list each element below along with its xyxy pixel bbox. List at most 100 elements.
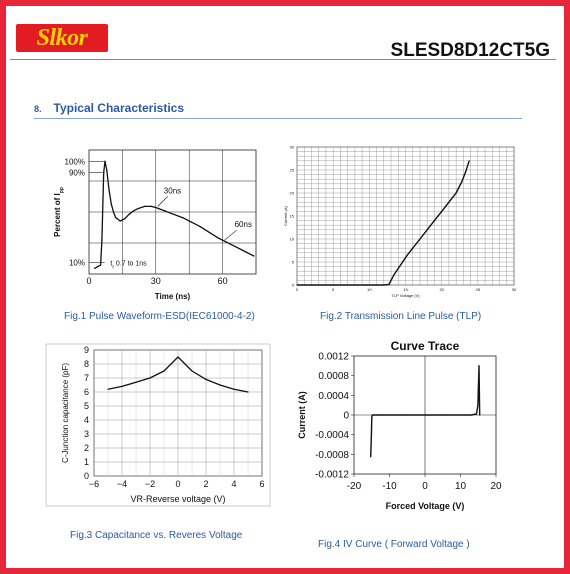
fig4-series-line-point	[475, 413, 478, 415]
fig3-caption: Fig.3 Capacitance vs. Reveres Voltage	[70, 530, 243, 541]
fig3-frame	[45, 343, 271, 507]
fig2-series-line-point	[441, 210, 443, 212]
fig1-series-line-point	[222, 239, 224, 241]
fig1-series-line-point	[150, 205, 152, 207]
fig3-x-tick-label: 2	[203, 479, 208, 489]
fig1-x-tick-label: 60	[218, 276, 228, 286]
fig1-series-line-point	[119, 220, 121, 222]
section-heading: 8. Typical Characteristics	[34, 101, 184, 115]
fig1-annotation-arrow	[224, 229, 237, 241]
fig3-x-tick-label: −6	[89, 479, 99, 489]
fig1-annotation-60ns: 60ns	[235, 220, 252, 229]
fig3-series-line-point	[205, 378, 207, 380]
fig1-y-tick-label: 10%	[69, 259, 85, 268]
fig2-x-tick-label: 25	[476, 287, 481, 292]
fig3-series-line-point	[191, 370, 193, 372]
fig1-series-line-point	[101, 239, 103, 241]
fig1-series-line-point	[155, 206, 157, 209]
fig4-title: Curve Trace	[391, 339, 460, 353]
fig2-series-line-point	[406, 254, 408, 257]
fig3-y-tick-label: 2	[84, 443, 89, 453]
fig4-series-line-point	[477, 404, 479, 406]
fig1-series-line-point	[173, 213, 175, 215]
fig2-series-line-point	[393, 274, 395, 276]
fig1-series-line-point	[190, 221, 193, 223]
fig1-series-line-point	[106, 169, 108, 171]
fig1-series-line-point	[93, 267, 96, 269]
fig1-series-line-point	[104, 160, 106, 162]
fig1-annotation-rise-time: tr 0.7 to 1ns	[110, 261, 147, 271]
fig1-x-tick-label: 0	[86, 276, 91, 286]
fig4-series-line-point	[371, 416, 373, 419]
section-underline	[34, 118, 522, 119]
fig3-x-axis-label: VR-Reverse voltage (V)	[130, 494, 225, 504]
header-divider	[10, 59, 556, 60]
fig2-y-tick-label: 15	[290, 214, 295, 219]
fig1-series-line-point	[228, 242, 230, 245]
fig2-series-line-point	[390, 279, 392, 281]
fig4-series-line-point	[370, 434, 372, 436]
fig3-series-line-point	[247, 391, 249, 393]
fig3-y-axis-label: C-Junction capacitance (pF)	[61, 363, 70, 463]
logo-text: Slkor	[36, 25, 88, 51]
fig2-x-tick-label: 15	[403, 287, 408, 292]
fig1-series-line-point	[124, 218, 126, 220]
fig1-x-tick-label: 30	[151, 276, 161, 286]
fig1-series-line-point	[181, 217, 184, 219]
fig3-x-tick-label: −4	[117, 479, 127, 489]
fig3-y-tick-label: 5	[84, 401, 89, 411]
fig4-series-line-point	[378, 414, 380, 416]
fig4-x-tick-label: 20	[490, 481, 502, 492]
fig2-series-line-point	[412, 247, 414, 249]
fig2-y-tick-label: 5	[292, 260, 295, 265]
fig1-series-line-point	[208, 231, 210, 233]
fig2-series-line-point	[455, 192, 457, 194]
fig4-x-axis-label: Forced Voltage (V)	[386, 501, 465, 511]
fig4-series-line-point	[479, 414, 481, 416]
fig4-y-tick-label: 0	[343, 411, 349, 422]
fig4-series-line-point	[470, 414, 472, 416]
fig1-series-line-point	[128, 213, 130, 215]
fig2-y-tick-label: 25	[290, 168, 295, 173]
fig2-series-line-point	[464, 171, 467, 173]
fig4-y-tick-label: 0.0008	[318, 371, 349, 382]
fig1-series-line-point	[244, 250, 246, 253]
fig3-y-tick-label: 8	[84, 359, 89, 369]
fig1-series-line-point	[115, 217, 117, 219]
fig3-x-tick-label: 0	[175, 479, 180, 489]
fig1-series-line-point	[235, 246, 237, 248]
fig2-series-line-point	[448, 201, 450, 203]
fig2-series-line-point	[419, 238, 421, 240]
fig1-annotation-rise-time-rest: 0.7 to 1ns	[114, 261, 147, 268]
fig2-x-tick-label: 0	[296, 287, 299, 292]
fig1-series-line-point	[144, 205, 146, 207]
fig3-series-line-point	[233, 388, 235, 390]
fig4-y-tick-label: 0.0004	[318, 391, 349, 402]
section-title: Typical Characteristics	[53, 101, 185, 115]
fig1-y-axis-label-sub: pp	[59, 187, 65, 193]
fig4-y-axis-label: Current (A)	[297, 391, 307, 439]
fig1-series-line-point	[199, 226, 201, 228]
fig2-caption: Fig.2 Transmission Line Pulse (TLP)	[320, 311, 482, 322]
fig2-series-line-point	[383, 284, 385, 286]
fig3-x-tick-label: 6	[259, 479, 264, 489]
fig1-series-line-point	[132, 210, 135, 212]
fig1-annotation-30ns: 30ns	[164, 186, 181, 195]
fig4-y-tick-label: -0.0012	[315, 470, 349, 481]
part-number: SLESD8D12CT5G	[390, 40, 550, 61]
fig3-series-line-point	[121, 385, 123, 387]
fig2-series-line-point	[433, 220, 436, 222]
fig4-series-line-point	[370, 456, 372, 458]
fig2-series-line	[297, 160, 470, 286]
fig2-series-line-point	[468, 160, 470, 162]
fig3-y-tick-label: 6	[84, 387, 89, 397]
fig2-series-line-point	[426, 229, 428, 231]
fig1-y-tick-label: 90%	[69, 169, 85, 178]
fig2-series-line-point	[397, 267, 399, 270]
fig4-y-tick-label: 0.0012	[318, 352, 349, 363]
fig2-y-tick-label: 0	[292, 283, 295, 288]
fig4-series-line-point	[442, 414, 444, 416]
fig3-y-tick-label: 1	[84, 457, 89, 467]
